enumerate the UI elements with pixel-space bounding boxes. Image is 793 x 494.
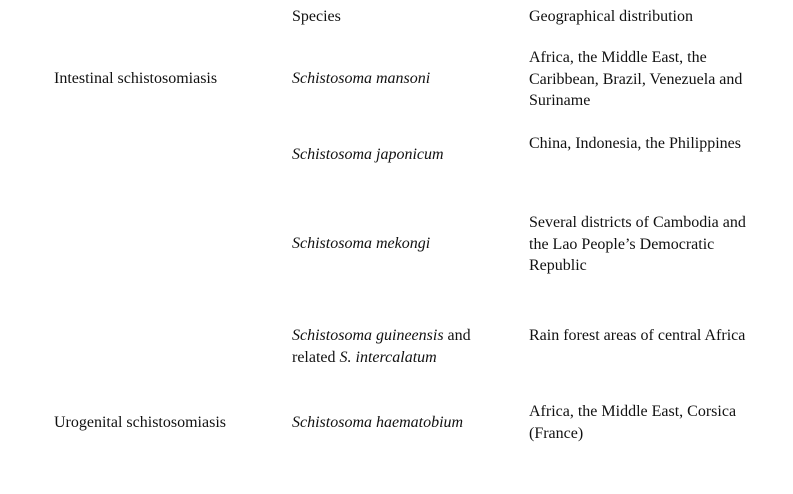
species-cell-3: Schistosoma mekongi bbox=[292, 233, 517, 255]
distribution-cell-3: Several districts of Cambodia and the La… bbox=[529, 214, 746, 274]
species-cell-1: Schistosoma mansoni bbox=[292, 68, 517, 90]
species-name-3: Schistosoma mekongi bbox=[292, 235, 431, 252]
disease-cell-1: Intestinal schistosomiasis bbox=[54, 70, 218, 87]
distribution-cell-4: Rain forest areas of central Africa bbox=[529, 327, 746, 344]
species-name-4: Schistosoma guineensis bbox=[292, 327, 444, 344]
species-connector-4: and related bbox=[292, 327, 471, 366]
distribution-cell-2: China, Indonesia, the Philippines bbox=[529, 135, 741, 152]
species-header: Species bbox=[292, 8, 341, 25]
species-name-1: Schistosoma mansoni bbox=[292, 70, 431, 87]
species-name-2: Schistosoma japonicum bbox=[292, 146, 444, 163]
distribution-header: Geographical distribution bbox=[529, 8, 693, 25]
distribution-cell-5: Africa, the Middle East, Corsica (France… bbox=[529, 403, 737, 442]
species-cell-5: Schistosoma haematobium bbox=[292, 412, 517, 434]
species-name-5: Schistosoma haematobium bbox=[292, 414, 464, 431]
species-related-name-4: S. intercalatum bbox=[339, 348, 437, 366]
disease-cell-5: Urogenital schistosomiasis bbox=[54, 414, 226, 431]
species-cell-4: Schistosoma guineensis and related S. in… bbox=[292, 325, 517, 368]
species-cell-2: Schistosoma japonicum bbox=[292, 144, 517, 166]
distribution-cell-1: Africa, the Middle East, the Caribbean, … bbox=[529, 49, 743, 109]
